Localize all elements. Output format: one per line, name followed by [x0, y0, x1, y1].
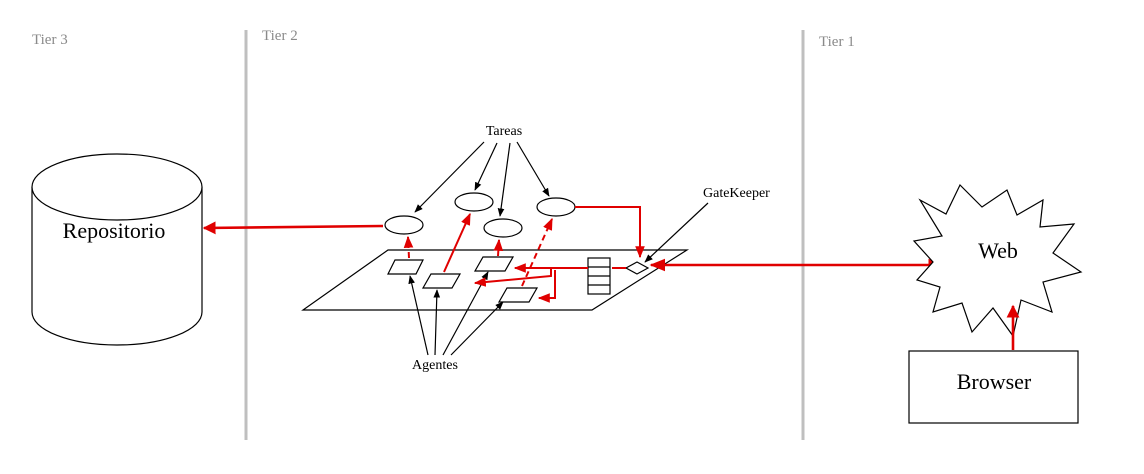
tier1-label: Tier 1 — [819, 34, 855, 50]
task-node-1 — [385, 216, 423, 234]
task-node-2 — [455, 193, 493, 211]
tasks-label: Tareas — [486, 124, 522, 139]
gatekeeper-pointer-arrow — [645, 203, 708, 262]
agents-label: Agentes — [412, 358, 458, 373]
gatekeeper-node — [626, 262, 648, 274]
agents-pointer-arrows — [410, 272, 503, 355]
repository-label: Repositorio — [63, 218, 166, 243]
task-node-4 — [537, 198, 575, 216]
agent-node-4 — [499, 288, 537, 302]
web-starburst: Web — [914, 185, 1081, 336]
tier3-label: Tier 3 — [32, 32, 68, 48]
repository-link-arrow — [204, 226, 383, 228]
agent-node-1 — [388, 260, 423, 274]
message-queue — [588, 258, 610, 294]
web-label: Web — [978, 238, 1018, 263]
gatekeeper-label: GateKeeper — [703, 186, 770, 201]
repository-cylinder: Repositorio — [32, 154, 202, 345]
agent-node-2 — [423, 274, 460, 288]
tier2-label: Tier 2 — [262, 28, 298, 44]
task-node-3 — [484, 219, 522, 237]
browser-label: Browser — [957, 369, 1032, 394]
agent-node-3 — [475, 257, 513, 271]
